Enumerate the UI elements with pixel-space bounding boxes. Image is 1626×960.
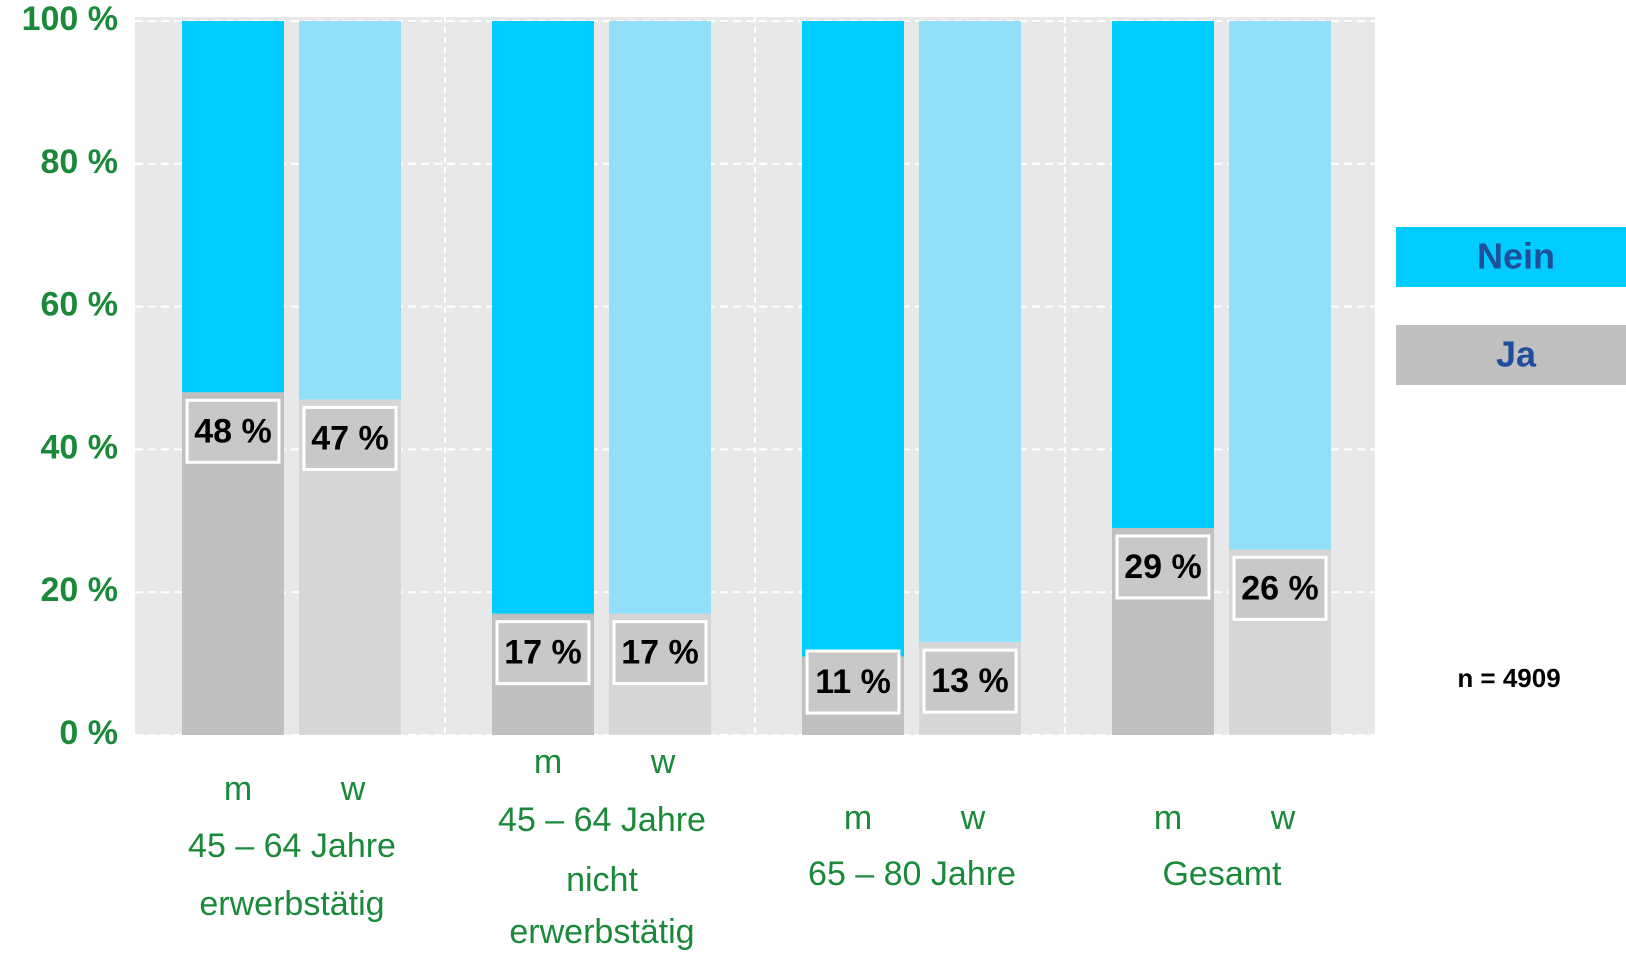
group-label: erwerbstätig: [199, 885, 384, 923]
value-label: 11 %: [815, 663, 891, 701]
bar-segment: [609, 21, 711, 614]
value-label-box: [302, 405, 398, 471]
value-label-box: [1115, 534, 1211, 600]
bar-segment: [1112, 21, 1214, 528]
y-tick-label: 80 %: [41, 143, 119, 181]
x-tick-label: w: [650, 743, 676, 781]
legend-label: Nein: [1477, 236, 1555, 277]
legend-swatch: [1396, 325, 1626, 385]
value-label: 47 %: [311, 419, 389, 457]
bar-segment: [182, 21, 284, 393]
y-tick-label: 60 %: [41, 286, 119, 324]
y-tick-label: 20 %: [41, 571, 119, 609]
group-label: Gesamt: [1162, 855, 1282, 893]
x-tick-label: w: [1270, 799, 1296, 837]
y-tick-label: 100 %: [22, 0, 118, 38]
bar-segment: [299, 21, 401, 400]
group-label: nicht: [566, 861, 638, 899]
x-tick-label: m: [224, 770, 252, 808]
value-label-box: [495, 620, 591, 686]
value-label: 29 %: [1124, 548, 1202, 586]
value-label-box: [612, 620, 708, 686]
sample-size: n = 4909: [1457, 663, 1560, 693]
bar-segment: [1229, 21, 1331, 550]
legend-swatch: [1396, 227, 1626, 287]
x-tick-label: w: [340, 770, 366, 808]
y-tick-label: 0 %: [59, 714, 118, 752]
x-tick-label: m: [844, 799, 872, 837]
value-label: 48 %: [194, 412, 272, 450]
value-label-box: [922, 648, 1018, 714]
group-label: 45 – 64 Jahre: [498, 801, 706, 839]
value-label: 17 %: [504, 634, 582, 672]
bar-segment: [802, 21, 904, 657]
value-label: 13 %: [931, 662, 1009, 700]
group-label: erwerbstätig: [509, 913, 694, 951]
value-label: 17 %: [621, 634, 699, 672]
group-label: 45 – 64 Jahre: [188, 827, 396, 865]
value-label-box: [1232, 555, 1328, 621]
value-label-box: [185, 398, 281, 464]
bar-segment: [492, 21, 594, 614]
value-label-box: [805, 649, 901, 715]
x-tick-label: m: [1154, 799, 1182, 837]
x-tick-label: m: [534, 743, 562, 781]
x-tick-label: w: [960, 799, 986, 837]
legend-label: Ja: [1496, 334, 1537, 375]
group-label: 65 – 80 Jahre: [808, 855, 1016, 893]
bar-segment: [919, 21, 1021, 643]
y-tick-label: 40 %: [41, 428, 119, 466]
value-label: 26 %: [1241, 569, 1319, 607]
